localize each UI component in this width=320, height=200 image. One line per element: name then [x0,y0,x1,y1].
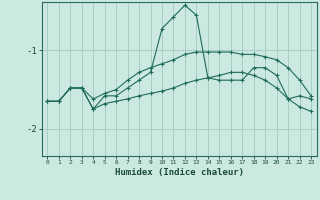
X-axis label: Humidex (Indice chaleur): Humidex (Indice chaleur) [115,168,244,177]
